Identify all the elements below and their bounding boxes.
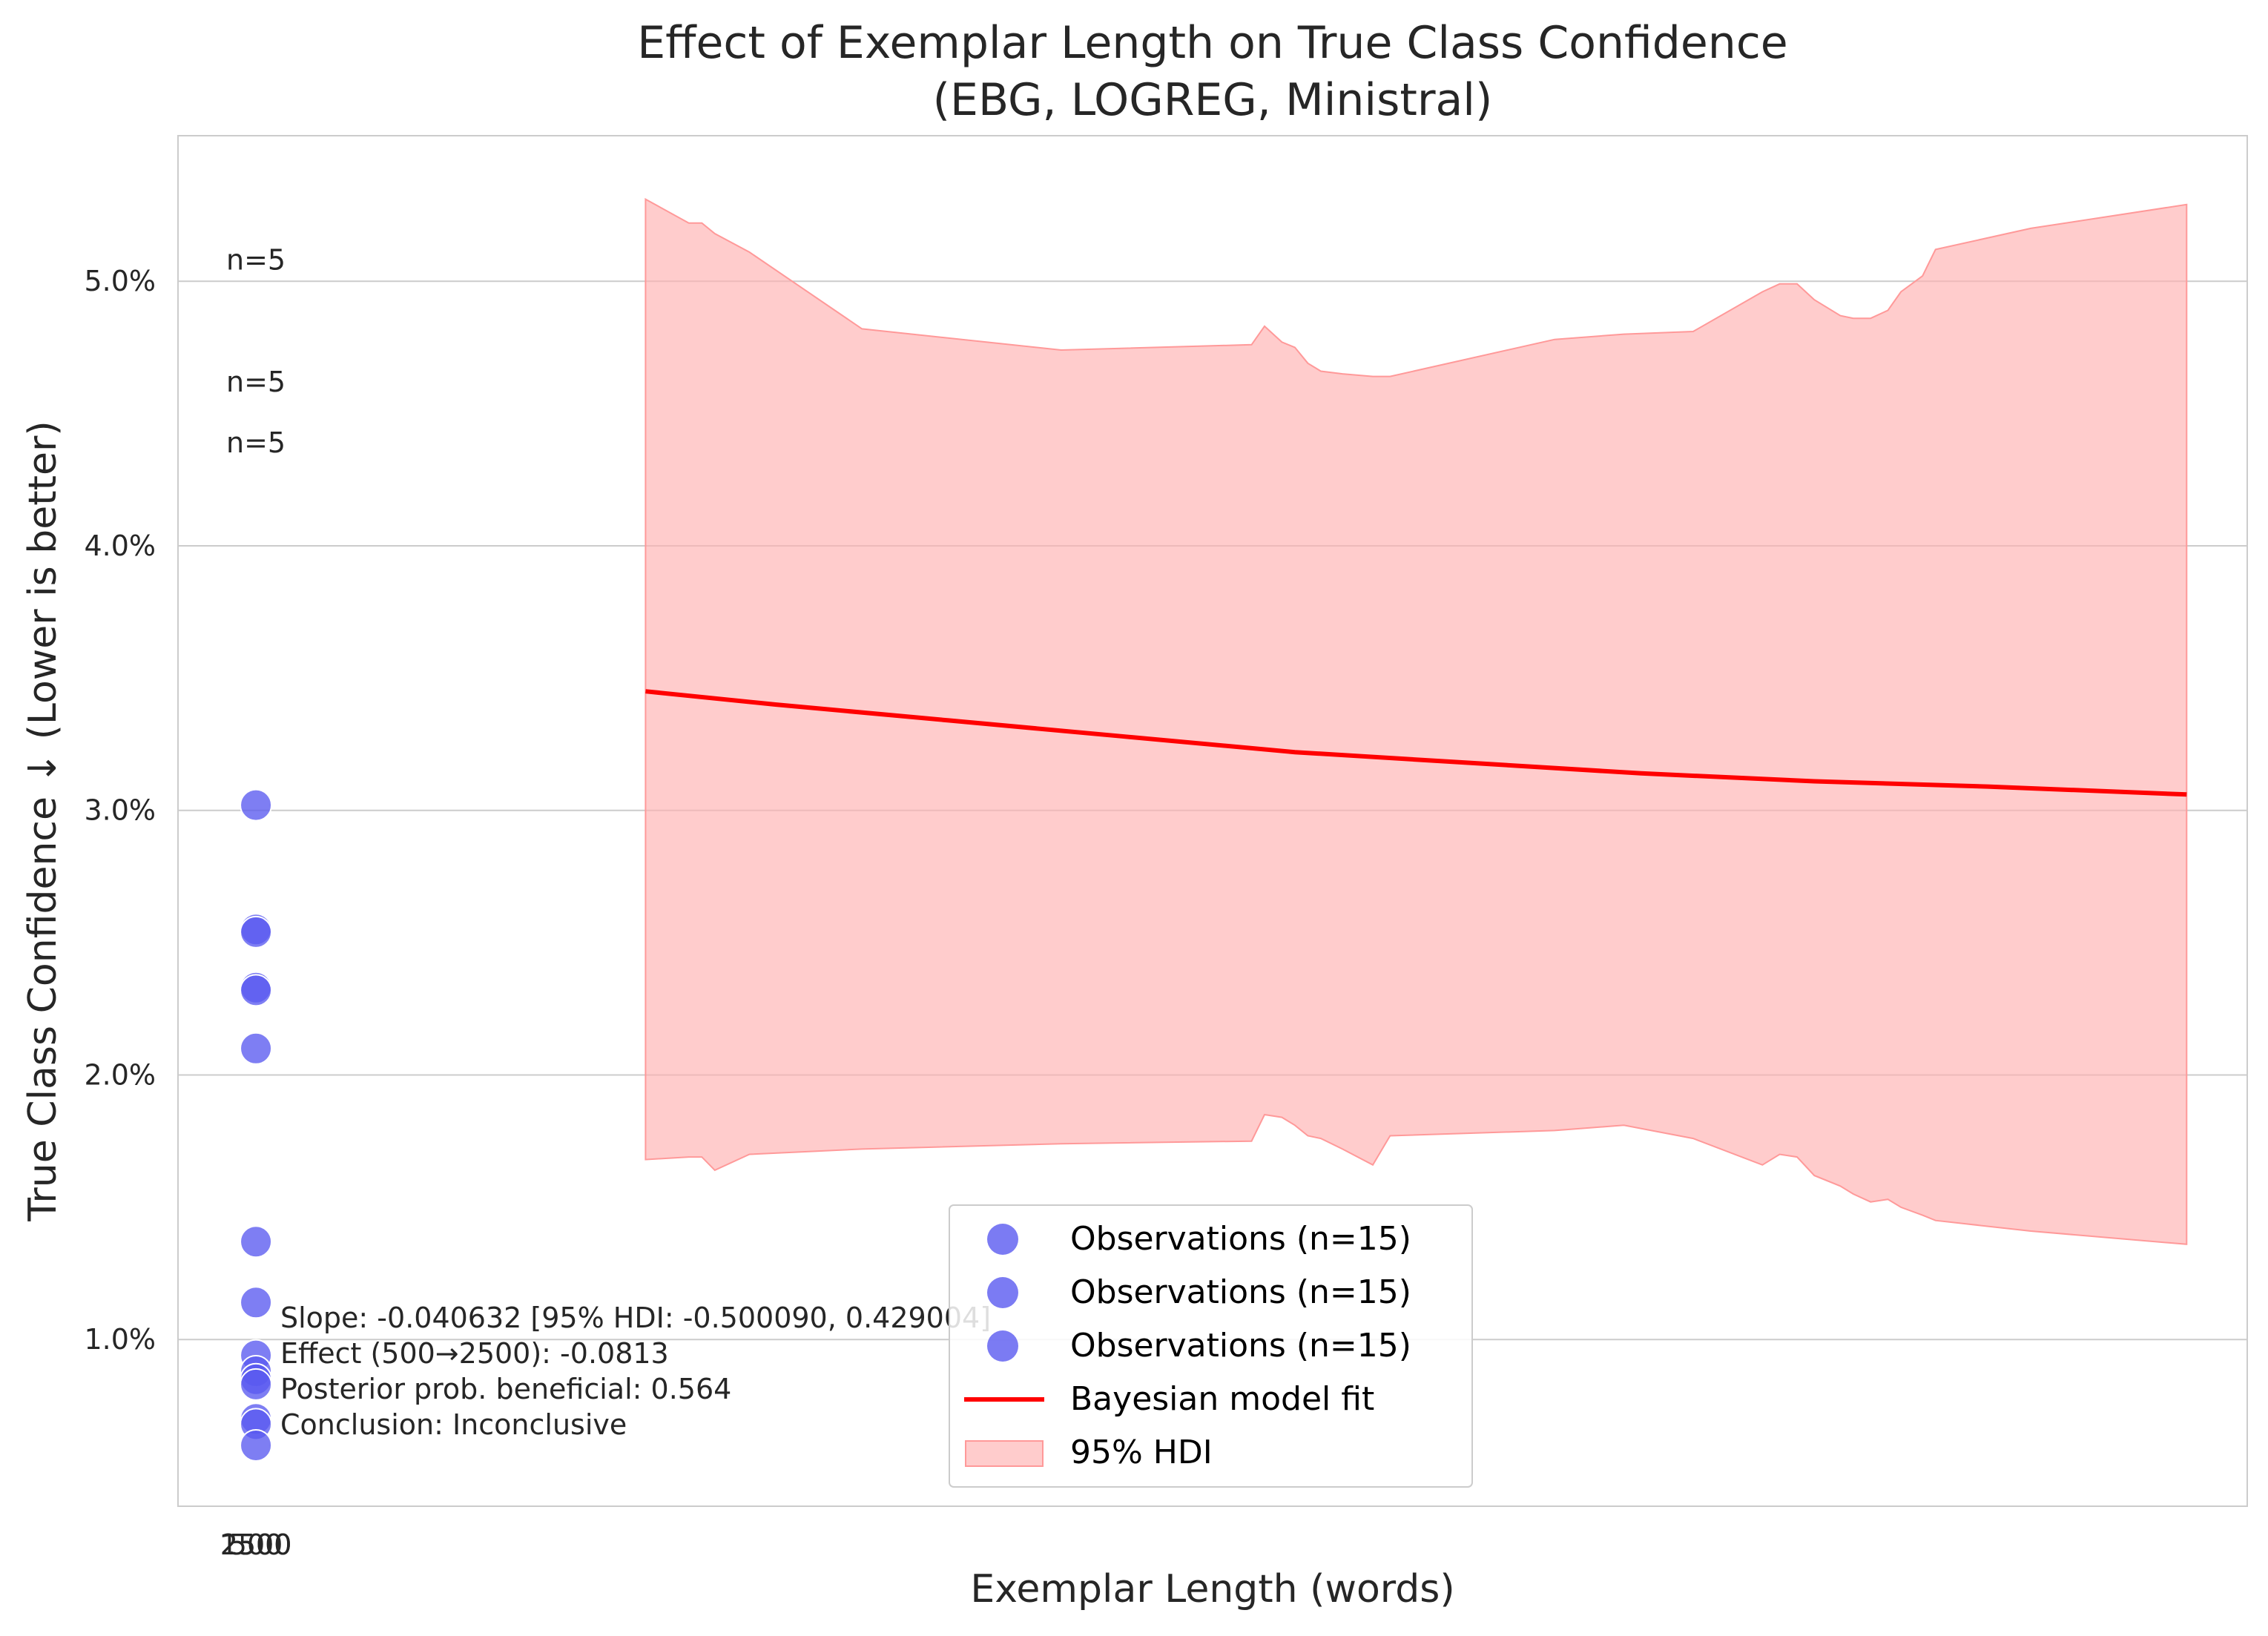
- legend: Observations (n=15) Observations (n=15) …: [949, 1204, 1473, 1488]
- legend-label: Bayesian model fit: [1070, 1380, 1374, 1418]
- annotation-effect: Effect (500→2500): -0.0813: [280, 1337, 669, 1370]
- legend-label: Observations (n=15): [1070, 1327, 1411, 1365]
- y-tick-label: 5.0%: [84, 265, 156, 297]
- observation-point: [240, 788, 273, 822]
- annotation-slope: Slope: -0.040632 [95% HDI: -0.500090, 0.…: [280, 1302, 991, 1334]
- y-axis-label: True Class Confidence ↓ (Lower is better…: [21, 420, 65, 1221]
- y-tick-label: 1.0%: [84, 1323, 156, 1356]
- x-tick-label: 500: [229, 1528, 283, 1561]
- count-label: n=5: [226, 426, 286, 459]
- observation-point: [240, 1286, 273, 1319]
- x-tick-label: 1500: [220, 1528, 292, 1561]
- observation-point: [240, 1428, 273, 1462]
- chart-subtitle: (EBG, LOGREG, Ministral): [933, 74, 1493, 126]
- y-tick-label: 2.0%: [84, 1058, 156, 1091]
- legend-entry: 95% HDI: [965, 1434, 1213, 1471]
- observation-point: [240, 1032, 273, 1065]
- fit-line: [645, 689, 2187, 797]
- observation-point: [240, 1225, 273, 1259]
- observation-point: [240, 915, 273, 949]
- legend-box: [949, 1204, 1473, 1488]
- legend-marker-dot: [987, 1224, 1018, 1255]
- hdi-band: [645, 197, 2188, 1245]
- hdi-band-layer: [645, 197, 2188, 1245]
- count-label: n=5: [226, 244, 286, 277]
- observation-point: [240, 1368, 273, 1401]
- observation-point: [240, 974, 273, 1007]
- count-label: n=5: [226, 366, 286, 398]
- stats-annotation: Slope: -0.040632 [95% HDI: -0.500090, 0.…: [280, 1302, 991, 1441]
- chart-title: Effect of Exemplar Length on True Class …: [637, 17, 1787, 69]
- annotation-posterior: Posterior prob. beneficial: 0.564: [280, 1373, 731, 1405]
- legend-entry: Observations (n=15): [987, 1273, 1411, 1311]
- annotation-conclusion: Conclusion: Inconclusive: [280, 1408, 627, 1441]
- legend-marker-dot: [987, 1330, 1018, 1362]
- y-tick-label: 3.0%: [84, 794, 156, 827]
- legend-entry: Bayesian model fit: [964, 1380, 1374, 1418]
- legend-label: 95% HDI: [1070, 1434, 1213, 1471]
- count-labels: n=5 n=5 n=5: [226, 244, 286, 459]
- legend-entry: Observations (n=15): [987, 1220, 1411, 1258]
- legend-label: Observations (n=15): [1070, 1220, 1411, 1258]
- legend-entry: Observations (n=15): [987, 1327, 1411, 1365]
- x-axis-label: Exemplar Length (words): [970, 1567, 1454, 1612]
- legend-marker-patch: [965, 1440, 1044, 1467]
- y-tick-label: 4.0%: [84, 530, 156, 562]
- legend-marker-dot: [987, 1277, 1018, 1308]
- x-tick-label: 2500: [220, 1528, 292, 1561]
- plot-area-frame: [177, 135, 2248, 1507]
- observation-points-layer: [240, 788, 273, 1462]
- y-tick-labels: 1.0% 2.0% 3.0% 4.0% 5.0%: [84, 265, 156, 1356]
- fit-line-layer: [645, 689, 2187, 797]
- legend-label: Observations (n=15): [1070, 1273, 1411, 1311]
